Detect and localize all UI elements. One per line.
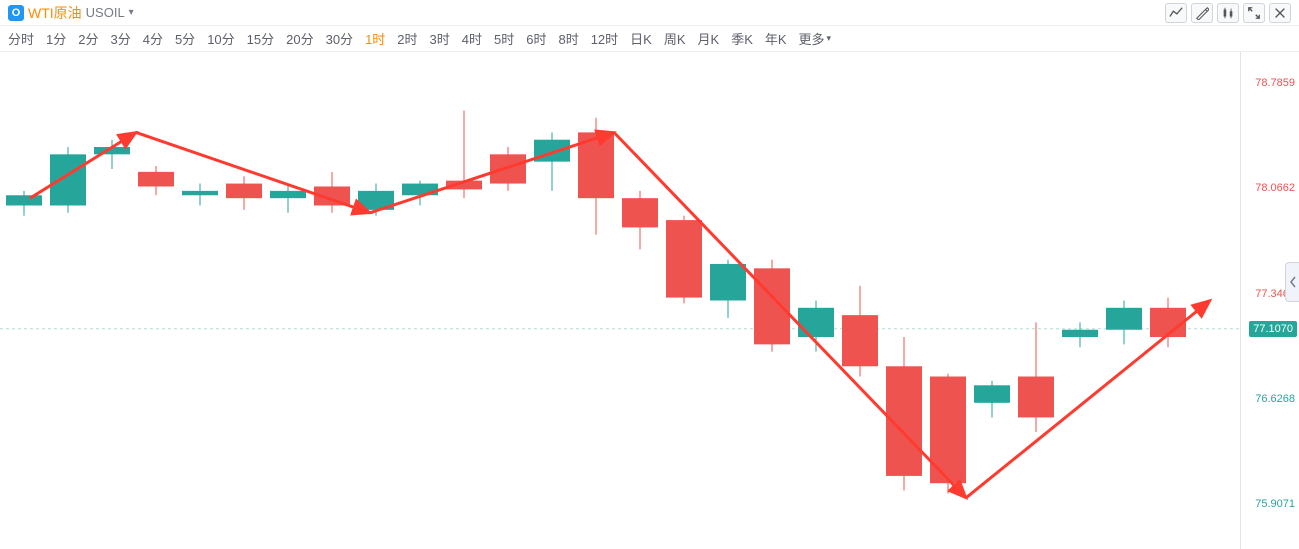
timeframe-日K[interactable]: 日K [630,29,652,48]
timeframe-6时[interactable]: 6时 [526,29,546,48]
timeframe-1时[interactable]: 1时 [365,29,385,48]
price-tick: 75.9071 [1255,498,1295,510]
price-tick: 76.6268 [1255,393,1295,405]
chart-plot[interactable] [0,52,1240,549]
timeframe-8时[interactable]: 8时 [558,29,578,48]
timeframe-2分[interactable]: 2分 [78,29,98,48]
timeframe-15分[interactable]: 15分 [247,29,274,48]
toolbar-draw-button[interactable] [1191,3,1213,23]
timeframe-2时[interactable]: 2时 [397,29,417,48]
timeframe-3分[interactable]: 3分 [110,29,130,48]
toolbar-close-button[interactable] [1269,3,1291,23]
chart-area: 78.785978.066277.346576.626875.907177.10… [0,52,1299,549]
timeframe-分时[interactable]: 分时 [8,29,34,48]
timeframe-5时[interactable]: 5时 [494,29,514,48]
timeframe-4时[interactable]: 4时 [462,29,482,48]
timeframe-4分[interactable]: 4分 [143,29,163,48]
candlestick-svg [0,52,1240,549]
timeframe-季K[interactable]: 季K [731,29,753,48]
symbol-name[interactable]: WTI原油 [28,3,82,23]
timeframe-bar: 分时 1分 2分 3分 4分 5分 10分 15分 20分 30分 1时 2时 3时 4时 5时 6时 8时 12… [0,26,1299,52]
timeframe-20分[interactable]: 20分 [286,29,313,48]
toolbar-candles-button[interactable] [1217,3,1239,23]
chart-header: O WTI原油 USOIL ▾ [0,0,1299,26]
timeframe-30分[interactable]: 30分 [326,29,353,48]
panel-collapse-tab[interactable] [1285,262,1299,302]
timeframe-12时[interactable]: 12时 [591,29,618,48]
symbol-badge-icon: O [8,5,24,21]
toolbar-linechart-button[interactable] [1165,3,1187,23]
price-tick: 78.7859 [1255,77,1295,89]
symbol-code: USOIL [86,5,125,20]
price-tick: 78.0662 [1255,182,1295,194]
timeframe-3时[interactable]: 3时 [430,29,450,48]
timeframe-more[interactable]: 更多▾ [799,29,832,48]
timeframe-10分[interactable]: 10分 [207,29,234,48]
toolbar-shrink-button[interactable] [1243,3,1265,23]
timeframe-1分[interactable]: 1分 [46,29,66,48]
symbol-dropdown-icon[interactable]: ▾ [129,7,134,18]
timeframe-月K[interactable]: 月K [698,29,720,48]
timeframe-年K[interactable]: 年K [765,29,787,48]
chevron-left-icon [1289,276,1297,288]
current-price-tag: 77.1070 [1249,321,1297,337]
timeframe-5分[interactable]: 5分 [175,29,195,48]
timeframe-周K[interactable]: 周K [664,29,686,48]
